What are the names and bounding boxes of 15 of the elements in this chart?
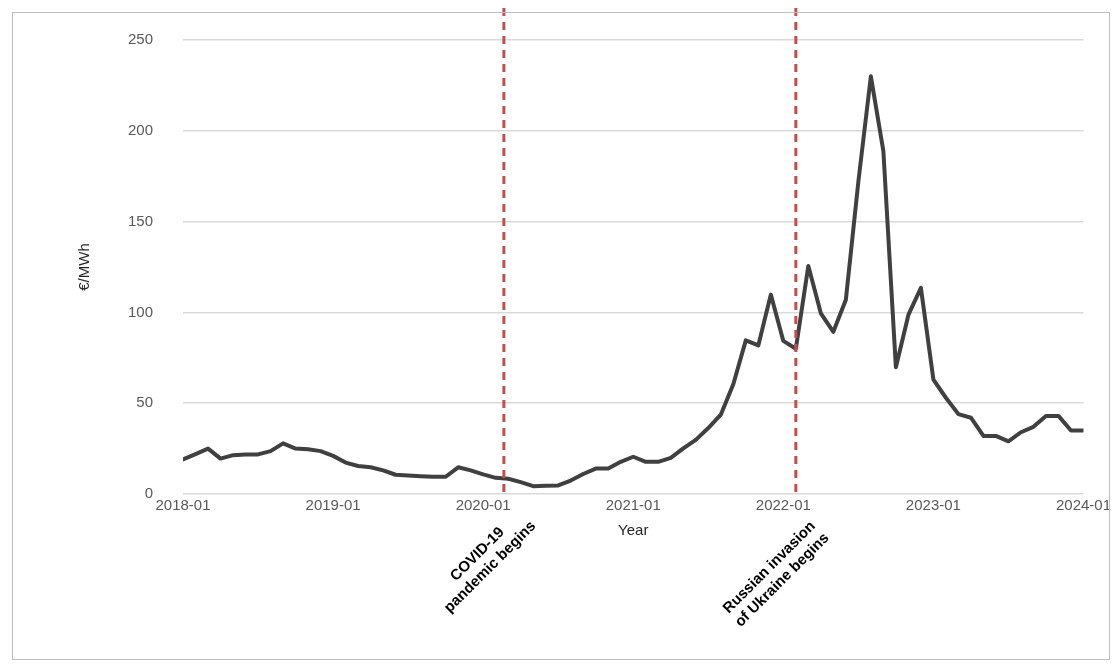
y-tick-label: 100 (128, 302, 154, 320)
x-tick-label: 2021-01 (605, 496, 661, 514)
y-tick-label: 0 (144, 484, 154, 502)
x-tick-label: 2018-01 (155, 496, 211, 514)
y-tick-label: 150 (128, 211, 154, 229)
x-tick-label: 2022-01 (755, 496, 811, 514)
y-tick-label: 250 (128, 30, 154, 48)
y-tick-label: 200 (128, 120, 154, 138)
x-tick-label: 2024-01 (1055, 496, 1112, 514)
x-axis-title: Year (618, 521, 649, 539)
x-tick-label: 2023-01 (905, 496, 961, 514)
x-tick-label: 2019-01 (305, 496, 361, 514)
y-axis-title: €/MWh (75, 243, 93, 291)
x-tick-label: 2020-01 (455, 496, 511, 514)
y-tick-label: 50 (136, 393, 154, 411)
